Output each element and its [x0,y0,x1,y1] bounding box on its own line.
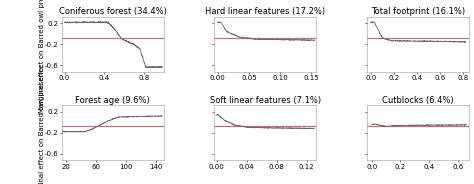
Title: Cutblocks (6.4%): Cutblocks (6.4%) [383,96,454,105]
Title: Total footprint (16.1%): Total footprint (16.1%) [371,8,465,17]
Title: Soft linear features (7.1%): Soft linear features (7.1%) [210,96,321,105]
Title: Coniferous forest (34.4%): Coniferous forest (34.4%) [59,8,166,17]
Y-axis label: Marginal effect on Barred owl presence: Marginal effect on Barred owl presence [38,0,45,113]
Title: Forest age (9.6%): Forest age (9.6%) [75,96,150,105]
Title: Hard linear features (17.2%): Hard linear features (17.2%) [205,8,326,17]
Y-axis label: Marginal effect on Barred owl presence: Marginal effect on Barred owl presence [38,64,45,184]
